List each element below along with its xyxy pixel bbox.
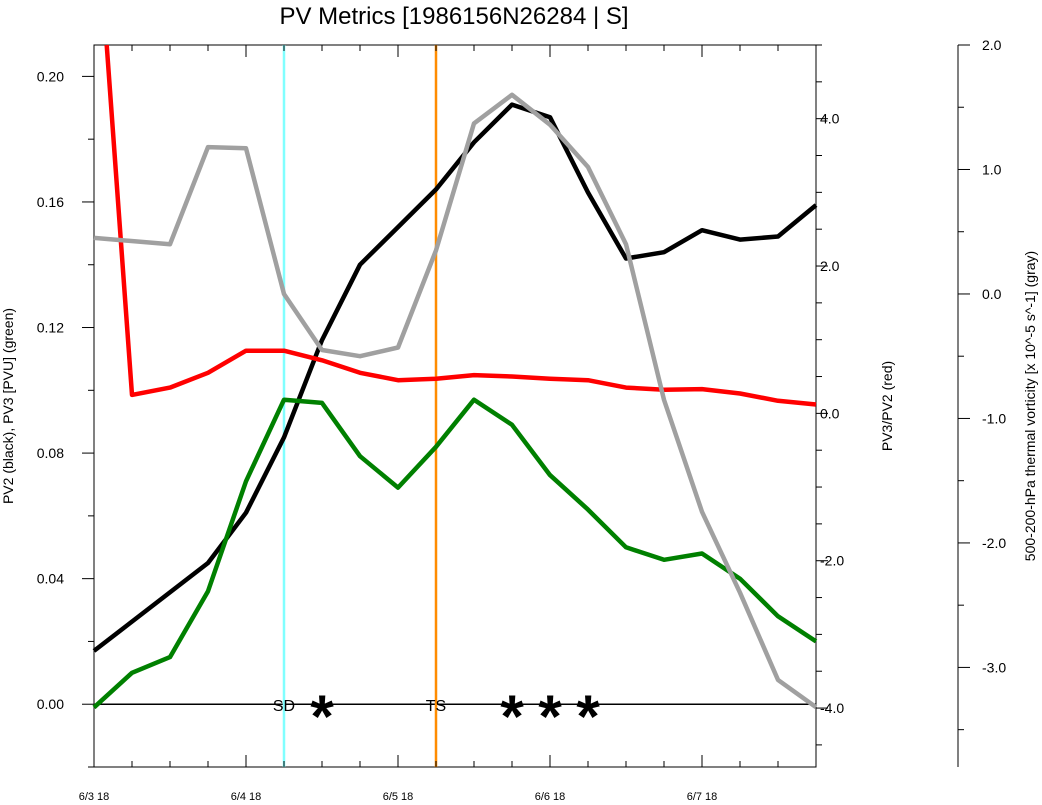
- plot-border: [93, 44, 817, 768]
- right-axis-tick-label: 4.0: [820, 111, 840, 127]
- right-axis-tick-label: 0.0: [820, 405, 840, 421]
- far-right-axis-tick-label: -3.0: [982, 659, 1006, 675]
- left-axis-tick-label: 0.04: [37, 571, 64, 587]
- series-line-pv2: [92, 102, 818, 653]
- far-right-axis-tick-label: 2.0: [982, 37, 1002, 53]
- annotation-sd: SD: [273, 698, 295, 715]
- annotations: SD TS* * * *: [273, 683, 600, 750]
- far-right-axis-tick-label: 1.0: [982, 161, 1002, 177]
- x-tick-label: 6/7 18: [687, 791, 718, 803]
- far-right-axis-tick-label: -1.0: [982, 410, 1006, 426]
- right-axis-tick-label: -4.0: [820, 700, 844, 716]
- series-line-thermal-vorticity: [93, 92, 818, 710]
- star-marker: *: [500, 683, 524, 750]
- right-axis-title: PV3/PV2 (red): [879, 361, 895, 451]
- series-line-pv3: [92, 397, 818, 710]
- right-axis-tick-label: 2.0: [820, 258, 840, 274]
- x-tick-label: 6/5 18: [383, 791, 414, 803]
- left-axis-tick-label: 0.12: [37, 320, 64, 336]
- star-marker: *: [576, 683, 600, 750]
- star-marker: *: [310, 683, 334, 750]
- event-lines: [282, 45, 438, 767]
- left-axis-tick-label: 0.00: [37, 696, 64, 712]
- left-axis-title: PV2 (black), PV3 [PVU] (green): [0, 308, 16, 504]
- series-lines: [92, 44, 818, 710]
- far-right-axis-tick-label: -2.0: [982, 535, 1006, 551]
- x-tick-label: 6/3 18: [79, 791, 110, 803]
- left-axis-tick-label: 0.20: [37, 68, 64, 84]
- far-right-axis-title: 500-200-hPa thermal vorticity [x 10^-5 s…: [1022, 251, 1038, 561]
- axes: 6/3 18 6/4 18 6/5 18 6/6 18 6/7 18 0.00 0.04 0.…: [0, 37, 1038, 803]
- annotation-ts: TS: [426, 698, 446, 715]
- left-axis-tick-label: 0.16: [37, 194, 64, 210]
- chart-title: PV Metrics [1986156N26284 | S]: [279, 3, 628, 30]
- x-tick-label: 6/4 18: [231, 791, 262, 803]
- plot-frame: [93, 44, 817, 768]
- series-line-pv3-pv2: [104, 44, 817, 407]
- right-axis-tick-label: -2.0: [820, 553, 844, 569]
- left-axis-tick-label: 0.08: [37, 445, 64, 461]
- x-tick-label: 6/6 18: [535, 791, 566, 803]
- far-right-axis-tick-label: 0.0: [982, 286, 1002, 302]
- star-marker: *: [538, 683, 562, 750]
